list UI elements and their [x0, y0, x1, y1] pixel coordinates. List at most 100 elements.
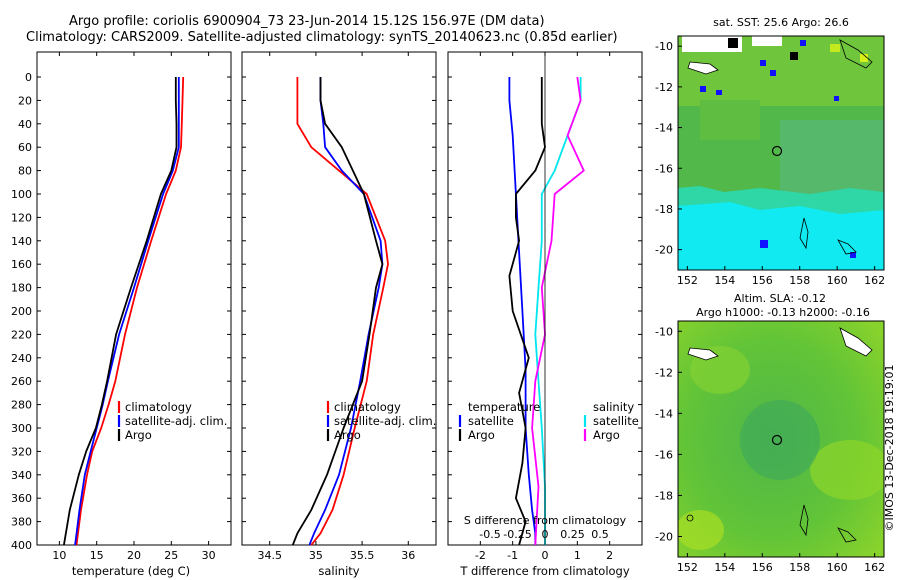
y-tick-label: 380 [11, 516, 32, 529]
x-tick-label: 36 [401, 549, 415, 562]
argo-position-marker [771, 434, 783, 446]
legend-s-satellite: satellite [593, 414, 639, 428]
map-y-tick-label: -12 [655, 366, 673, 379]
y-tick-label: 80 [18, 165, 32, 178]
figure-title-line2: Climatology: CARS2009. Satellite-adjuste… [26, 30, 618, 45]
y-tick-label: 180 [11, 282, 32, 295]
series-line-satellite-adj-clim- [74, 77, 180, 545]
salinity-x-label: salinity [318, 564, 359, 578]
y-tick-label: 260 [11, 375, 32, 388]
imos-credit: ©IMOS 13-Dec-2018 19:19:01 [883, 365, 896, 532]
series-line-temperature-satellite [508, 77, 537, 545]
series-line-argo [63, 77, 178, 545]
temperature-legend: climatology satellite-adj. clim. Argo [117, 400, 227, 442]
temperature-x-label: temperature (deg C) [72, 564, 190, 578]
salinity-legend: climatology satellite-adj. clim. Argo [326, 400, 436, 442]
x-tick-label: 35 [309, 549, 323, 562]
y-tick-label: 220 [11, 328, 32, 341]
series-line-climatology [75, 76, 185, 545]
s-tick-label: -0.5 [479, 528, 500, 541]
difference-panel: -2 -1 0 1 2 temperature satellite Argo salin… [447, 51, 643, 578]
map-x-tick-label: 162 [864, 561, 885, 574]
legend-salinity-title: salinity [593, 400, 634, 414]
map-x-tick-label: 156 [752, 274, 773, 287]
s-difference-ticks: -0.5 -0.25 0 0.25 0.5 [479, 528, 608, 541]
x-tick-label: 10 [52, 549, 66, 562]
temperature-panel: 0 20 40 60 80 100 120 140 160 180 200 220 240 260 280 3… [11, 51, 232, 578]
legend-satellite-adj: satellite-adj. clim. [334, 414, 436, 428]
difference-legend: temperature satellite Argo salinity sate… [458, 400, 639, 442]
argo-position-marker [771, 145, 783, 157]
series-line-temperature-argo [508, 77, 546, 545]
s-tick-label: 0.5 [591, 528, 609, 541]
sst-map-title: sat. SST: 25.6 Argo: 26.6 [713, 16, 849, 29]
legend-s-argo: Argo [593, 428, 620, 442]
y-tick-label: 100 [11, 188, 32, 201]
map-x-tick-label: 156 [752, 561, 773, 574]
temperature-lines [63, 76, 185, 545]
sst-map-ticks: 152 154 156 158 160 162 -10 -12 -14 -16 -18 -20 [655, 40, 885, 287]
series-line-salinity-argo [531, 76, 585, 545]
x-tick-label: -1 [507, 549, 518, 562]
x-tick-label: 20 [127, 549, 141, 562]
y-tick-label: 160 [11, 258, 32, 271]
x-tick-label: 34.5 [257, 549, 282, 562]
x-tick-label: 25 [164, 549, 178, 562]
y-tick-label: 120 [11, 211, 32, 224]
legend-t-satellite: satellite [468, 414, 514, 428]
salinity-x-ticks: 34.5 35 35.5 36 [257, 52, 415, 562]
series-line-satellite-adj-clim- [308, 77, 384, 545]
y-tick-label: 340 [11, 469, 32, 482]
map-x-tick-label: 160 [827, 274, 848, 287]
x-tick-label: 1 [574, 549, 581, 562]
map-x-tick-label: 162 [864, 274, 885, 287]
salinity-axes-box [241, 51, 437, 546]
legend-t-argo: Argo [468, 428, 495, 442]
y-tick-label: 400 [11, 539, 32, 552]
altimetry-map-panel: Altim. SLA: -0.12 Argo h1000: -0.13 h200… [655, 292, 885, 574]
map-y-tick-label: -16 [655, 448, 673, 461]
altimetry-map-image [678, 321, 884, 557]
x-tick-label: 30 [202, 549, 216, 562]
difference-x-ticks: -2 -1 0 1 2 [475, 52, 613, 562]
y-tick-label: 140 [11, 235, 32, 248]
salinity-panel: 34.5 35 35.5 36 climatology satellite-adj. … [241, 51, 437, 578]
altimetry-map-subtitle: Argo h1000: -0.13 h2000: -0.16 [696, 306, 870, 319]
s-tick-label: -0.25 [503, 528, 531, 541]
map-y-tick-label: -18 [655, 203, 673, 216]
map-y-tick-label: -20 [655, 530, 673, 543]
map-x-tick-label: 152 [677, 274, 698, 287]
map-x-tick-label: 152 [677, 561, 698, 574]
difference-x-label: T difference from climatology [459, 564, 630, 578]
legend-satellite-adj: satellite-adj. clim. [125, 414, 227, 428]
map-y-tick-label: -12 [655, 81, 673, 94]
map-y-tick-label: -16 [655, 162, 673, 175]
y-tick-label: 240 [11, 352, 32, 365]
sst-map-panel: sat. SST: 25.6 Argo: 26.6 [655, 16, 885, 287]
y-tick-label: 200 [11, 305, 32, 318]
x-tick-label: 35.5 [350, 549, 375, 562]
temperature-x-ticks: 10 15 20 25 30 [52, 52, 216, 562]
y-tick-label: 20 [18, 94, 32, 107]
map-y-tick-label: -10 [655, 40, 673, 53]
altimetry-map-ticks: 152 154 156 158 160 162 -10 -12 -14 -16 -18 -20 [655, 325, 885, 574]
difference-lines [508, 52, 585, 545]
altimetry-map-title: Altim. SLA: -0.12 [734, 292, 826, 305]
sst-map-image [678, 36, 884, 270]
difference-y-ticks [448, 76, 642, 546]
y-tick-label: 300 [11, 422, 32, 435]
map-y-tick-label: -14 [655, 407, 673, 420]
salinity-lines [291, 77, 389, 545]
map-x-tick-label: 160 [827, 561, 848, 574]
series-line-climatology [296, 77, 389, 545]
y-tick-label: 360 [11, 492, 32, 505]
map-x-tick-label: 154 [714, 561, 735, 574]
figure-title-line1: Argo profile: coriolis 6900904_73 23-Jun… [69, 14, 545, 29]
y-tick-label: 60 [18, 141, 32, 154]
map-y-tick-label: -20 [655, 244, 673, 257]
s-tick-label: 0.25 [560, 528, 585, 541]
map-y-tick-label: -10 [655, 325, 673, 338]
legend-temperature-title: temperature [468, 400, 540, 414]
s-tick-label: 0 [542, 528, 549, 541]
